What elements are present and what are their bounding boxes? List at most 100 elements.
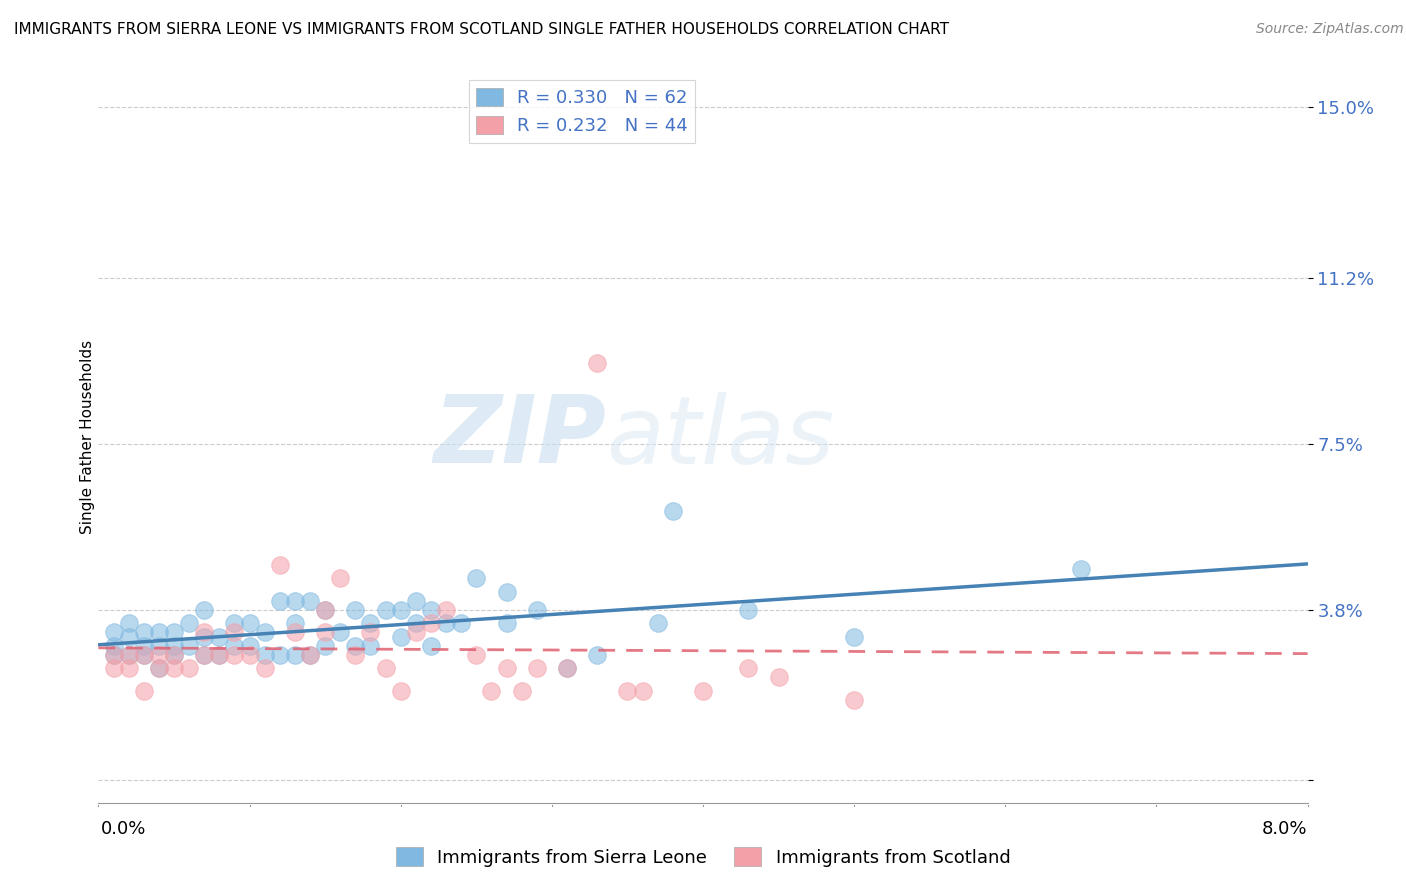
Point (253, 648, 276, 662)
Point (103, 625, 125, 640)
Point (389, 603, 412, 617)
Point (495, 661, 517, 675)
Point (314, 625, 336, 640)
Point (359, 616, 381, 631)
Point (359, 639, 381, 653)
Text: IMMIGRANTS FROM SIERRA LEONE VS IMMIGRANTS FROM SCOTLAND SINGLE FATHER HOUSEHOLD: IMMIGRANTS FROM SIERRA LEONE VS IMMIGRAN… (14, 22, 949, 37)
Point (103, 661, 125, 675)
Text: atlas: atlas (606, 392, 835, 483)
Point (555, 661, 578, 675)
Point (434, 603, 457, 617)
Point (269, 558, 291, 572)
Point (253, 661, 276, 675)
Point (389, 683, 412, 698)
Point (148, 661, 170, 675)
Point (465, 648, 488, 662)
Point (163, 648, 186, 662)
Text: ZIP: ZIP (433, 391, 606, 483)
Point (299, 648, 322, 662)
Text: Source: ZipAtlas.com: Source: ZipAtlas.com (1256, 22, 1403, 37)
Point (631, 683, 654, 698)
Point (208, 648, 231, 662)
Point (179, 661, 201, 675)
Point (132, 639, 155, 653)
Point (239, 639, 262, 653)
Point (586, 356, 609, 370)
Point (434, 616, 457, 631)
Point (193, 648, 215, 662)
Point (844, 692, 866, 706)
Point (179, 639, 201, 653)
Point (692, 683, 714, 698)
Point (193, 648, 215, 662)
Point (224, 639, 246, 653)
Point (148, 661, 170, 675)
Point (465, 571, 488, 585)
Point (103, 648, 125, 662)
Text: 0.0%: 0.0% (101, 820, 146, 838)
Point (419, 616, 441, 631)
Point (737, 603, 759, 617)
Point (224, 616, 246, 631)
Point (405, 616, 427, 631)
Point (526, 603, 548, 617)
Point (132, 683, 155, 698)
Point (239, 648, 262, 662)
Legend: Immigrants from Sierra Leone, Immigrants from Scotland: Immigrants from Sierra Leone, Immigrants… (388, 840, 1018, 874)
Point (405, 594, 427, 608)
Point (193, 603, 215, 617)
Point (1070, 562, 1092, 576)
Point (118, 648, 141, 662)
Point (163, 661, 186, 675)
Point (479, 683, 503, 698)
Point (163, 625, 186, 640)
Point (284, 648, 307, 662)
Point (163, 648, 186, 662)
Point (329, 571, 352, 585)
Legend: R = 0.330   N = 62, R = 0.232   N = 44: R = 0.330 N = 62, R = 0.232 N = 44 (468, 80, 696, 143)
Point (510, 683, 533, 698)
Point (224, 648, 246, 662)
Point (768, 670, 790, 684)
Point (616, 683, 638, 698)
Point (586, 648, 609, 662)
Point (269, 648, 291, 662)
Point (208, 630, 231, 644)
Point (405, 625, 427, 640)
Point (118, 630, 141, 644)
Point (419, 639, 441, 653)
Y-axis label: Single Father Households: Single Father Households (80, 340, 94, 534)
Point (103, 648, 125, 662)
Point (737, 661, 759, 675)
Point (314, 603, 336, 617)
Point (284, 625, 307, 640)
Point (118, 648, 141, 662)
Point (374, 661, 396, 675)
Point (103, 639, 125, 653)
Point (118, 661, 141, 675)
Point (179, 616, 201, 631)
Point (208, 648, 231, 662)
Point (329, 625, 352, 640)
Point (132, 625, 155, 640)
Point (555, 661, 578, 675)
Point (193, 625, 215, 640)
Point (526, 661, 548, 675)
Point (118, 616, 141, 631)
Point (344, 648, 367, 662)
Point (314, 639, 336, 653)
Point (844, 630, 866, 644)
Point (193, 630, 215, 644)
Point (344, 603, 367, 617)
Point (661, 504, 683, 518)
Point (495, 616, 517, 631)
Point (163, 639, 186, 653)
Point (148, 625, 170, 640)
Point (284, 616, 307, 631)
Point (269, 594, 291, 608)
Point (495, 585, 517, 599)
Point (132, 648, 155, 662)
Point (239, 616, 262, 631)
Point (148, 639, 170, 653)
Point (132, 648, 155, 662)
